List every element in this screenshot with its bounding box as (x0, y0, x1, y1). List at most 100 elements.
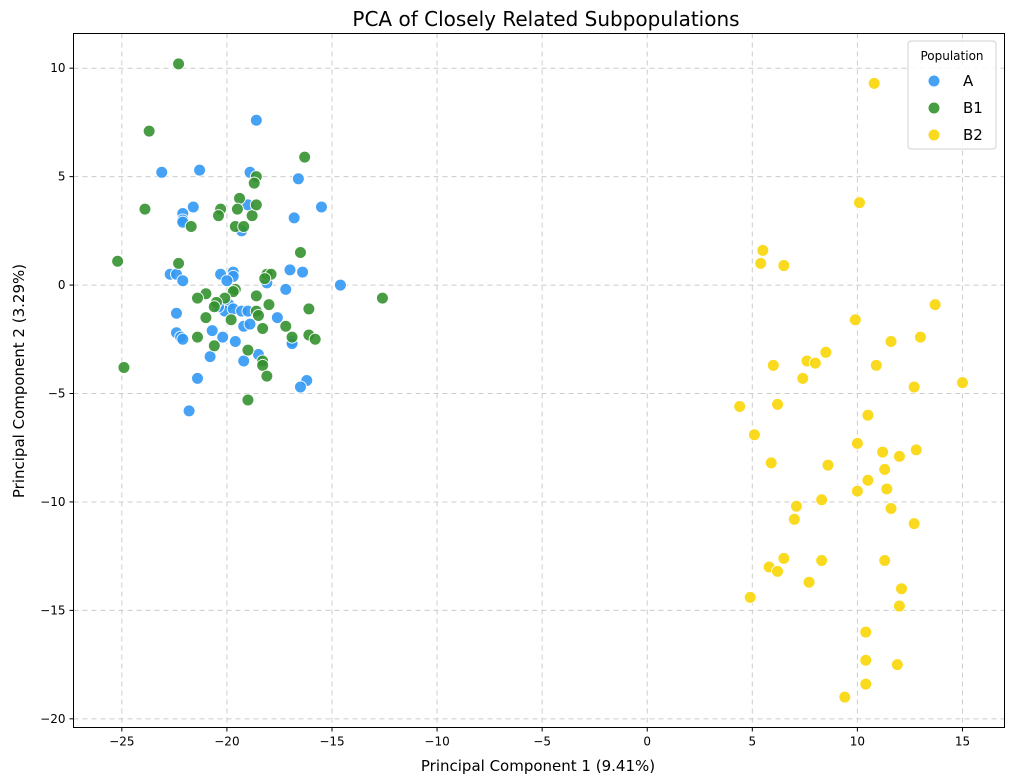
x-tick-label: −25 (109, 735, 134, 749)
data-point (890, 658, 904, 672)
x-tick-label: −10 (424, 735, 449, 749)
data-point (212, 209, 226, 223)
data-point (142, 124, 156, 138)
data-point (241, 343, 255, 357)
data-point (884, 334, 898, 348)
data-points (111, 57, 969, 704)
data-point (907, 380, 921, 394)
data-point (743, 590, 757, 604)
data-point (241, 393, 255, 407)
legend-label-b1: B1 (963, 99, 983, 117)
data-point (928, 298, 942, 312)
data-point (766, 358, 780, 372)
y-tick-label: 0 (58, 278, 66, 292)
data-point (283, 263, 297, 277)
data-point (815, 554, 829, 568)
data-point (884, 501, 898, 515)
x-tick-label: 10 (850, 735, 865, 749)
data-point (199, 311, 213, 325)
legend-marker-a (927, 74, 941, 88)
y-tick-label: −10 (40, 495, 65, 509)
x-tick-label: −20 (214, 735, 239, 749)
data-point (203, 350, 217, 364)
data-point (155, 165, 169, 179)
y-tick-label: −15 (40, 603, 65, 617)
data-point (771, 564, 785, 578)
data-point (296, 265, 310, 279)
data-point (169, 306, 183, 320)
series-b2 (733, 76, 969, 704)
data-point (256, 321, 270, 335)
legend-label-b2: B2 (963, 126, 983, 144)
data-point (262, 298, 276, 312)
data-point (220, 274, 234, 288)
legend-marker-b2 (927, 128, 941, 142)
data-point (878, 462, 892, 476)
data-point (859, 625, 873, 639)
x-tick-label: 0 (643, 735, 651, 749)
data-point (821, 458, 835, 472)
x-tick-label: −15 (319, 735, 344, 749)
data-point (182, 404, 196, 418)
data-point (815, 493, 829, 507)
data-point (117, 360, 131, 374)
data-point (764, 456, 778, 470)
data-point (892, 449, 906, 463)
data-point (186, 200, 200, 214)
data-point (230, 202, 244, 216)
data-point (287, 211, 301, 225)
data-point (207, 339, 221, 353)
data-point (859, 653, 873, 667)
data-point (802, 575, 816, 589)
data-point (808, 356, 822, 370)
data-point (285, 330, 299, 344)
y-tick-label: −5 (48, 387, 66, 401)
data-point (907, 517, 921, 531)
data-point (861, 473, 875, 487)
data-point (892, 599, 906, 613)
data-point (733, 400, 747, 414)
axis-ticks: −25 −20 −15 −10 −5 0 5 10 15 −20 −15 −10 −5 0 5 10 (40, 61, 970, 748)
data-point (258, 272, 272, 286)
data-point (243, 317, 257, 331)
data-point (333, 278, 347, 292)
y-axis-label: Principal Component 2 (3.29%) (10, 264, 28, 498)
data-point (308, 332, 322, 346)
data-point (270, 311, 284, 325)
data-point (172, 256, 186, 270)
data-point (777, 551, 791, 565)
data-point (190, 291, 204, 305)
data-point (819, 345, 833, 359)
legend: Population A B1 B2 (907, 40, 997, 150)
data-point (754, 256, 768, 270)
data-point (878, 554, 892, 568)
data-point (796, 371, 810, 385)
data-point (771, 397, 785, 411)
data-point (867, 76, 881, 90)
data-point (237, 354, 251, 368)
data-point (205, 324, 219, 338)
data-point (279, 282, 293, 296)
data-point (260, 369, 274, 383)
data-point (245, 209, 259, 223)
data-point (859, 677, 873, 691)
legend-box (907, 40, 997, 150)
chart-title: PCA of Closely Related Subpopulations (352, 7, 739, 31)
data-point (228, 334, 242, 348)
series-b1 (111, 57, 389, 407)
data-point (184, 220, 198, 234)
data-point (293, 380, 307, 394)
data-point (216, 330, 230, 344)
data-point (850, 484, 864, 498)
data-point (256, 358, 270, 372)
y-tick-label: 5 (58, 170, 66, 184)
data-point (787, 512, 801, 526)
legend-title: Population (920, 49, 983, 63)
data-point (848, 313, 862, 327)
data-point (291, 172, 305, 186)
data-point (789, 499, 803, 513)
x-tick-label: 15 (955, 735, 970, 749)
data-point (176, 332, 190, 346)
data-point (190, 371, 204, 385)
